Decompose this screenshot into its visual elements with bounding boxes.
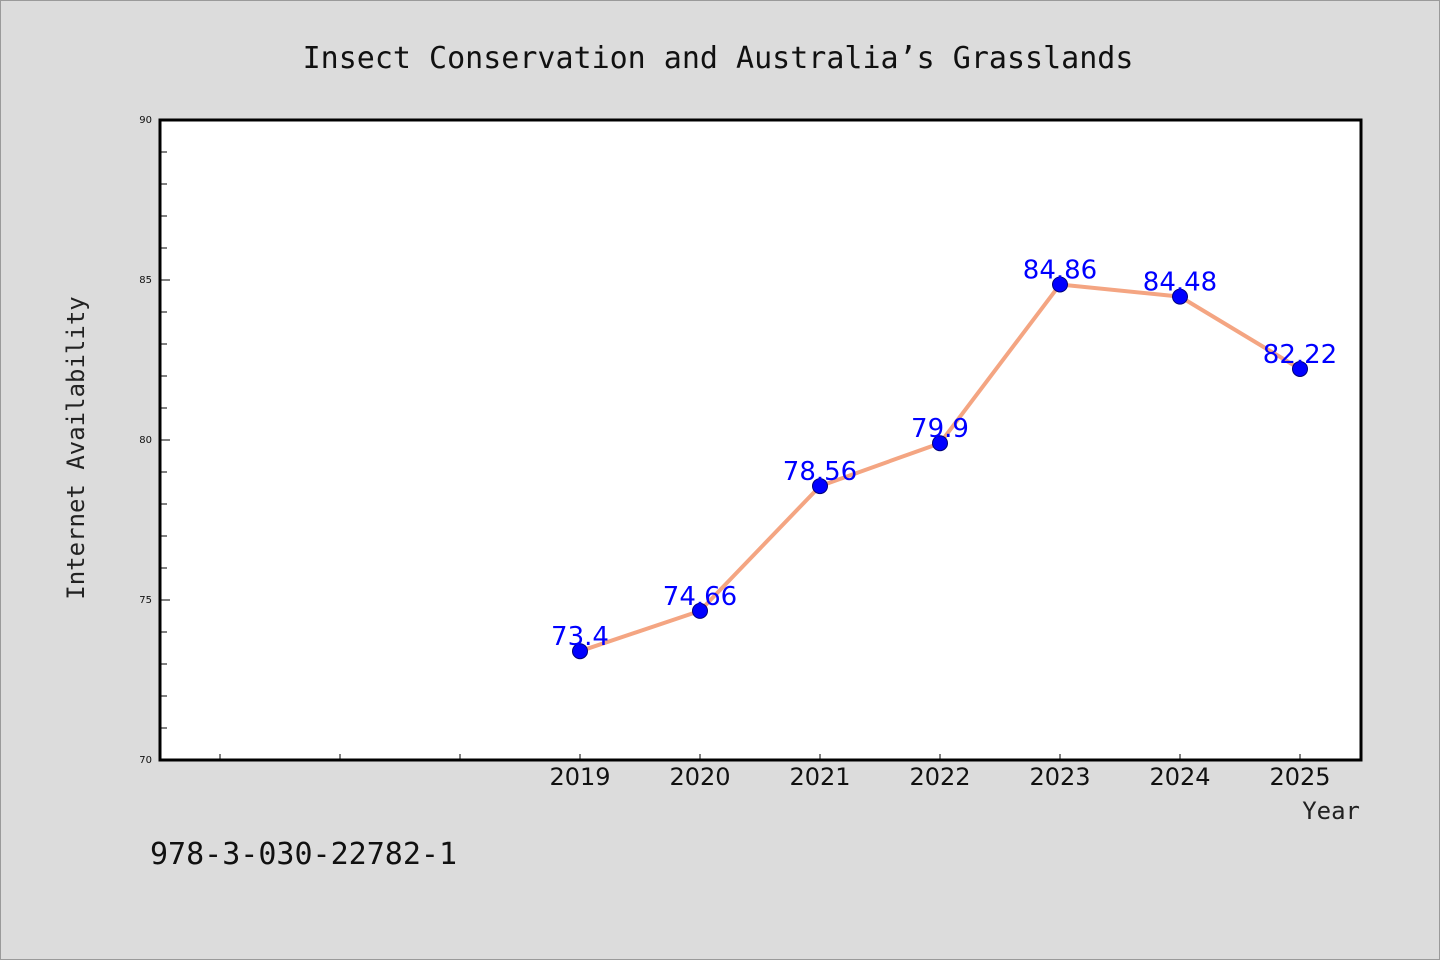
series-markers — [572, 276, 1308, 660]
y-tick-label: 90 — [139, 115, 152, 126]
data-point — [1172, 288, 1188, 305]
data-point — [812, 478, 828, 495]
chart-title: Insect Conservation and Australia’s Gras… — [303, 41, 1134, 76]
data-label: 73.4 — [551, 622, 609, 652]
x-axis-label: Year — [1302, 797, 1360, 825]
data-point — [1292, 360, 1308, 377]
data-label: 74.66 — [663, 582, 737, 612]
x-tick-label: 2021 — [789, 763, 850, 791]
x-tick-label: 2019 — [549, 763, 610, 791]
data-point — [572, 643, 588, 660]
y-tick-label: 80 — [139, 435, 152, 446]
data-labels: 73.4 74.66 78.56 79.9 84.86 84.48 82.22 — [551, 255, 1337, 652]
y-tick-label: 85 — [139, 275, 152, 286]
x-tick-label: 2024 — [1149, 763, 1210, 791]
data-label: 82.22 — [1263, 340, 1337, 370]
plot-area — [158, 118, 1363, 762]
data-point — [692, 602, 708, 619]
x-tick-label: 2020 — [669, 763, 730, 791]
data-label: 84.86 — [1023, 255, 1097, 285]
x-tick-label: 2022 — [909, 763, 970, 791]
x-axis-ticks: 2019 2020 2021 2022 2023 2024 2025 — [549, 763, 1330, 791]
data-point — [1052, 276, 1068, 293]
data-label: 84.48 — [1143, 268, 1217, 298]
y-tick-label: 70 — [139, 755, 152, 766]
footer-code: 978-3-030-22782-1 — [150, 837, 457, 872]
y-axis-ticks: 70 75 80 85 90 — [139, 115, 152, 766]
data-point — [932, 435, 948, 452]
x-tick-label: 2025 — [1269, 763, 1330, 791]
y-tick-label: 75 — [139, 595, 152, 606]
axis-ticks — [160, 119, 1301, 761]
data-label: 78.56 — [783, 457, 857, 487]
y-axis-label: Internet Availability — [62, 296, 90, 599]
x-tick-label: 2023 — [1029, 763, 1090, 791]
data-label: 79.9 — [911, 414, 969, 444]
